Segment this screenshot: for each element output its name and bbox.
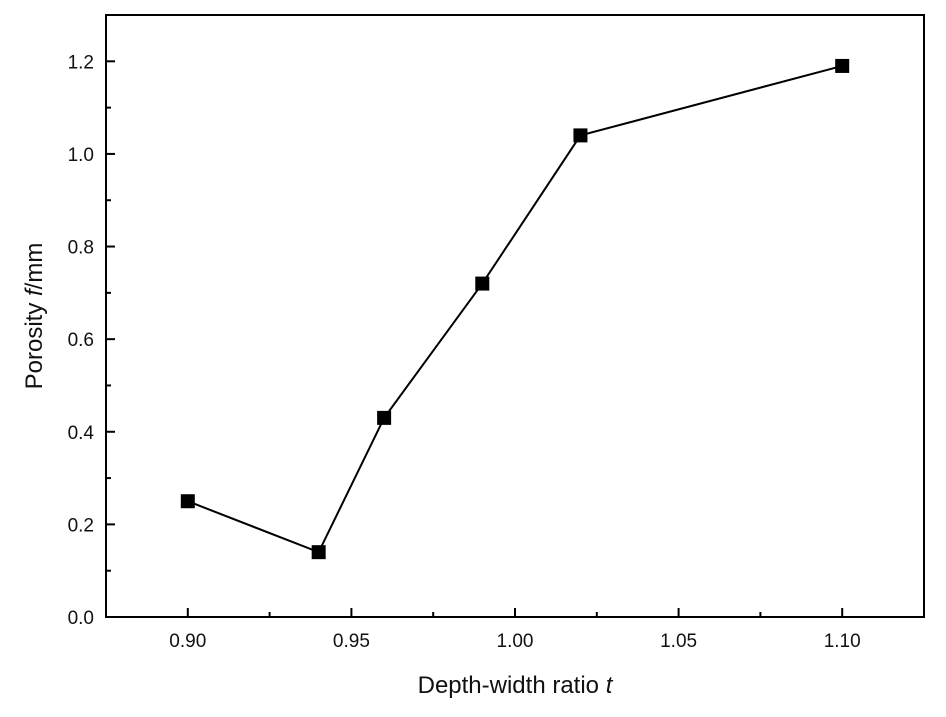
x-tick-label: 1.00 (497, 631, 534, 652)
x-tick-label: 0.95 (333, 631, 370, 652)
y-tick-label: 0.0 (68, 608, 94, 629)
data-point (475, 276, 490, 291)
y-tick-label: 1.0 (68, 145, 94, 166)
x-tick-label: 0.90 (169, 631, 206, 652)
ticks: 0.90 0.95 1.00 1.05 1.10 0.0 0.2 0.4 0.6 0.8 1.0 1.… (68, 14, 925, 652)
y-tick-label: 1.2 (68, 52, 94, 73)
y-tick-label: 0.4 (68, 423, 95, 444)
x-axis-title: Depth-width ratio t (418, 672, 614, 699)
data-point (180, 494, 195, 509)
series-line (187, 64, 843, 554)
y-tick-label: 0.8 (68, 238, 94, 259)
data-point (835, 58, 850, 73)
y-axis-title: Porosity f/mm (21, 243, 48, 390)
y-tick-label: 0.6 (68, 330, 94, 351)
x-tick-label: 1.10 (824, 631, 861, 652)
series (180, 58, 850, 560)
data-point (573, 128, 588, 143)
y-tick-label: 0.2 (68, 515, 94, 536)
plot-frame (105, 14, 925, 618)
data-point (377, 410, 392, 425)
data-point (311, 545, 326, 560)
x-tick-label: 1.05 (660, 631, 697, 652)
